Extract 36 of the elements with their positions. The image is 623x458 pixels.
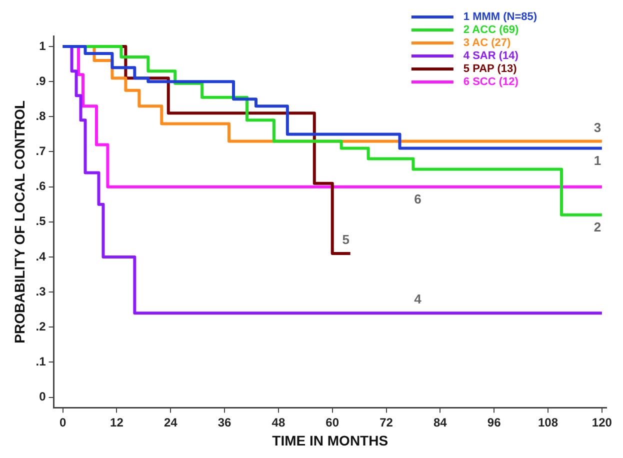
x-tick-label: 72 (380, 415, 394, 430)
y-tick-label: .7 (36, 144, 46, 158)
x-tick-label: 12 (110, 415, 124, 430)
x-tick-label: 120 (592, 415, 612, 430)
y-tick-label: 1 (39, 38, 46, 53)
y-tick-label: .8 (36, 108, 46, 123)
legend-label: 6 SCC (12) (463, 76, 519, 88)
annotation: 4 (414, 292, 422, 307)
y-tick-label: 0 (39, 390, 46, 404)
x-tick-label: 60 (326, 415, 340, 430)
y-tick-label: .4 (36, 249, 46, 264)
y-tick-label: .3 (36, 284, 46, 298)
annotation: 3 (594, 120, 602, 135)
annotation: 2 (594, 219, 602, 234)
x-tick-label: 24 (164, 415, 178, 430)
y-tick-label: .2 (36, 319, 46, 334)
x-tick-label: 0 (59, 415, 66, 430)
legend-label: 5 PAP (13) (463, 63, 518, 76)
annotation: 6 (414, 191, 422, 206)
y-axis-title: PROBABILITY OF LOCAL CONTROL (11, 100, 28, 344)
y-tick-label: .5 (36, 214, 46, 228)
y-tick-label: .9 (36, 74, 46, 88)
x-tick-label: 36 (218, 415, 232, 430)
annotation: 5 (342, 232, 350, 248)
legend-label: 3 AC (27) (463, 37, 512, 50)
x-axis-title: TIME IN MONTHS (272, 432, 388, 448)
x-tick-label: 96 (487, 415, 502, 430)
y-tick-label: .1 (36, 354, 46, 369)
y-tick-label: .6 (36, 179, 46, 194)
legend-label: 4 SAR (14) (463, 50, 519, 62)
legend-label: 2 ACC (69) (463, 24, 519, 36)
x-tick-label: 84 (434, 415, 448, 430)
x-tick-label: 108 (538, 415, 558, 430)
annotation: 1 (594, 152, 602, 168)
legend-label: 1 MMM (N=85) (463, 11, 538, 24)
x-tick-label: 48 (272, 415, 286, 430)
